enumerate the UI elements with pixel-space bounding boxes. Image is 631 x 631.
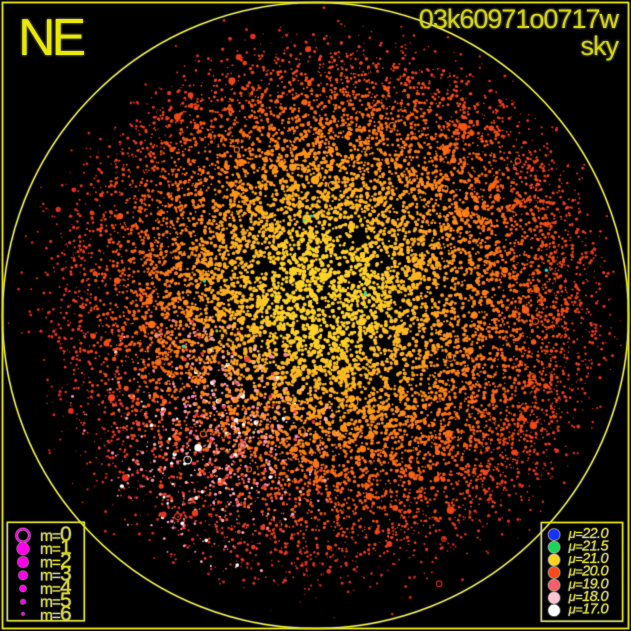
svg-text:μ=17.0: μ=17.0 — [568, 602, 609, 618]
